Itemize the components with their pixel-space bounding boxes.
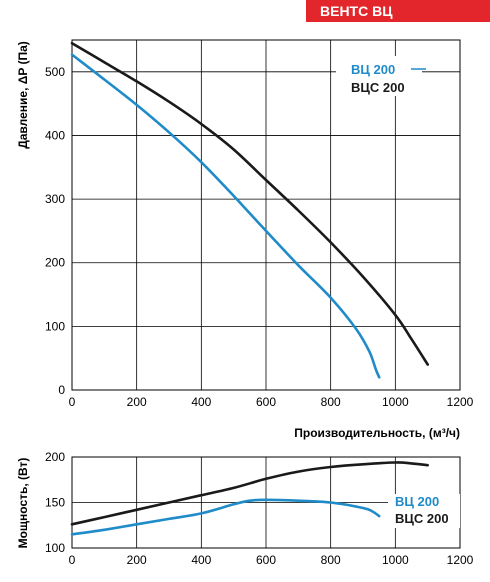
chart0-x-tick-label: 600 [256,395,276,409]
pressure-legend-entry-0: ВЦ 200 [351,62,395,77]
chart0-x-tick-label: 0 [69,395,76,409]
pressure-series-line-1 [70,41,429,366]
chart1-x-tick-label: 200 [127,553,147,567]
chart0-y-tick-label: 500 [45,65,65,79]
power-series-line-0 [70,498,381,536]
chart0-x-tick-label: 800 [321,395,341,409]
pressure-chart: 0 200 400 600 800 1000 1200 0 100 200 300 400 500 ВЦ … [16,39,474,440]
chart0-y-tick-label: 0 [58,383,65,397]
chart1-x-tick-label: 1200 [447,553,474,567]
power-chart: 0 200 400 600 800 1000 1200 100 150 200 ВЦ 200 ВЦС … [16,450,474,567]
chart1-x-tick-label: 0 [69,553,76,567]
chart0-y-tick-label: 200 [45,256,65,270]
power-series-line-1 [70,461,429,526]
power-legend-entry-0: ВЦ 200 [395,494,439,509]
chart0-x-tick-label: 400 [191,395,211,409]
chart1-x-tick-label: 1000 [382,553,409,567]
brand-badge: ВЕНТС ВЦ [306,0,490,22]
power-y-axis-label: Мощность, (Вт) [16,458,30,549]
chart0-y-tick-label: 100 [45,319,65,333]
chart0-y-tick-label: 300 [45,192,65,206]
chart1-x-tick-label: 400 [191,553,211,567]
chart1-y-tick-label: 200 [45,450,65,464]
chart0-x-tick-label: 200 [127,395,147,409]
chart0-x-tick-label: 1000 [382,395,409,409]
pressure-series-line-0 [70,53,381,379]
pressure-x-axis-label: Производительность, (м³/ч) [294,426,460,440]
brand-label: ВЕНТС ВЦ [320,3,393,19]
chart1-y-tick-label: 150 [45,496,65,510]
power-legend-entry-1: ВЦС 200 [395,511,449,526]
chart1-x-tick-label: 800 [321,553,341,567]
power-legend-box [388,494,460,528]
chart0-y-tick-label: 400 [45,128,65,142]
pressure-y-axis-label: Давление, ΔP (Па) [16,41,30,149]
chart1-x-tick-label: 600 [256,553,276,567]
chart1-y-tick-label: 100 [45,541,65,555]
chart0-x-tick-label: 1200 [447,395,474,409]
pressure-legend-entry-1: ВЦС 200 [351,80,405,95]
pressure-legend-box [336,56,422,96]
